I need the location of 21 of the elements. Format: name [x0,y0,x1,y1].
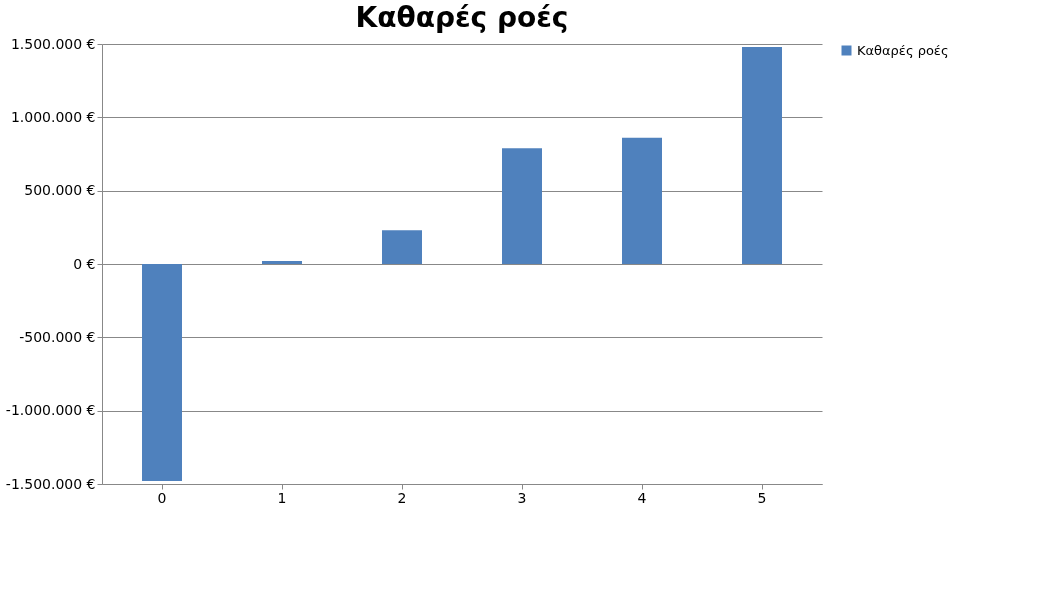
bar [622,137,662,264]
y-tick-label: -1.000.000 € [5,402,96,419]
bar [382,230,422,264]
y-tick-label: -500.000 € [19,328,96,345]
x-tick-label: 1 [277,489,287,506]
bar [742,46,782,264]
y-tick-label: 500.000 € [24,182,96,199]
x-tick-label: 0 [157,489,167,506]
x-tick-label: 5 [757,489,767,506]
y-tick-label: 1.500.000 € [10,35,96,52]
y-tick-label: 1.000.000 € [10,108,96,125]
x-tick-label: 2 [397,489,407,506]
x-tick-label: 3 [517,489,527,506]
legend-label: Καθαρές ροές [857,42,949,58]
bar [262,261,302,264]
bar [502,148,542,264]
bar [142,264,182,482]
x-tick-label: 4 [637,489,647,506]
chart-title: Καθαρές ροές [355,1,569,34]
y-tick-label: 0 € [73,255,96,272]
y-tick-label: -1.500.000 € [5,475,96,492]
